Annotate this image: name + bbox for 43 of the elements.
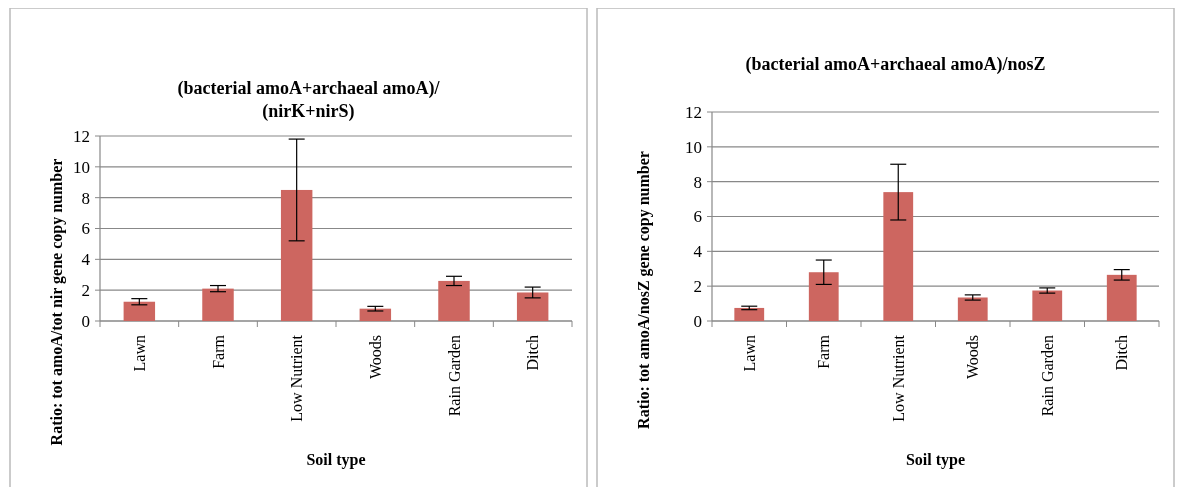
bar [1032,290,1063,321]
bar [202,288,234,321]
y-tick-label: 6 [81,219,90,239]
bar [808,272,839,321]
y-tick-label: 6 [693,207,702,227]
x-tick-label: Ditch [1113,335,1131,371]
x-tick-label: Lawn [130,335,148,372]
x-tick-label: Low Nutrient [889,334,907,422]
x-tick-label: Rain Garden [445,335,463,417]
y-tick-label: 0 [693,311,702,331]
bar [957,297,988,321]
x-tick-label: Lawn [740,335,758,372]
y-tick-label: 0 [81,311,90,331]
y-tick-label: 10 [685,137,702,157]
x-tick-label: Ditch [524,335,542,371]
x-tick-label: Farm [209,334,227,369]
y-axis-title: Ratio: tot amoA/tot nir gene copy number [48,158,66,446]
x-tick-label: Woods [964,335,982,380]
x-axis-title: Soil type [905,451,966,469]
bar [438,280,470,321]
bar [123,301,156,321]
y-tick-label: 2 [81,281,90,301]
x-tick-label: Low Nutrient [288,334,306,422]
bar [883,192,914,321]
chart-title: (bacterial amoA+archaeal amoA)/(nirK+nirS) [177,78,441,122]
y-tick-label: 4 [81,250,91,270]
bar [1106,274,1137,321]
x-tick-label: Woods [366,335,384,380]
y-tick-label: 8 [693,172,702,192]
y-tick-label: 10 [73,157,90,177]
x-axis-title: Soil type [306,451,366,469]
y-axis-title: Ratio: tot amoA/nosZ gene copy number [635,151,653,429]
y-tick-label: 4 [693,242,703,262]
y-tick-label: 2 [693,277,702,297]
bar [516,292,549,321]
bar [734,307,765,321]
y-tick-label: 12 [73,126,90,146]
bar [280,189,313,321]
x-tick-label: Rain Garden [1038,335,1056,417]
y-tick-label: 8 [81,188,90,208]
y-tick-label: 12 [685,102,702,122]
x-tick-label: Farm [815,334,833,369]
chart-title: (bacterial amoA+archaeal amoA)/nosZ [745,54,1046,75]
